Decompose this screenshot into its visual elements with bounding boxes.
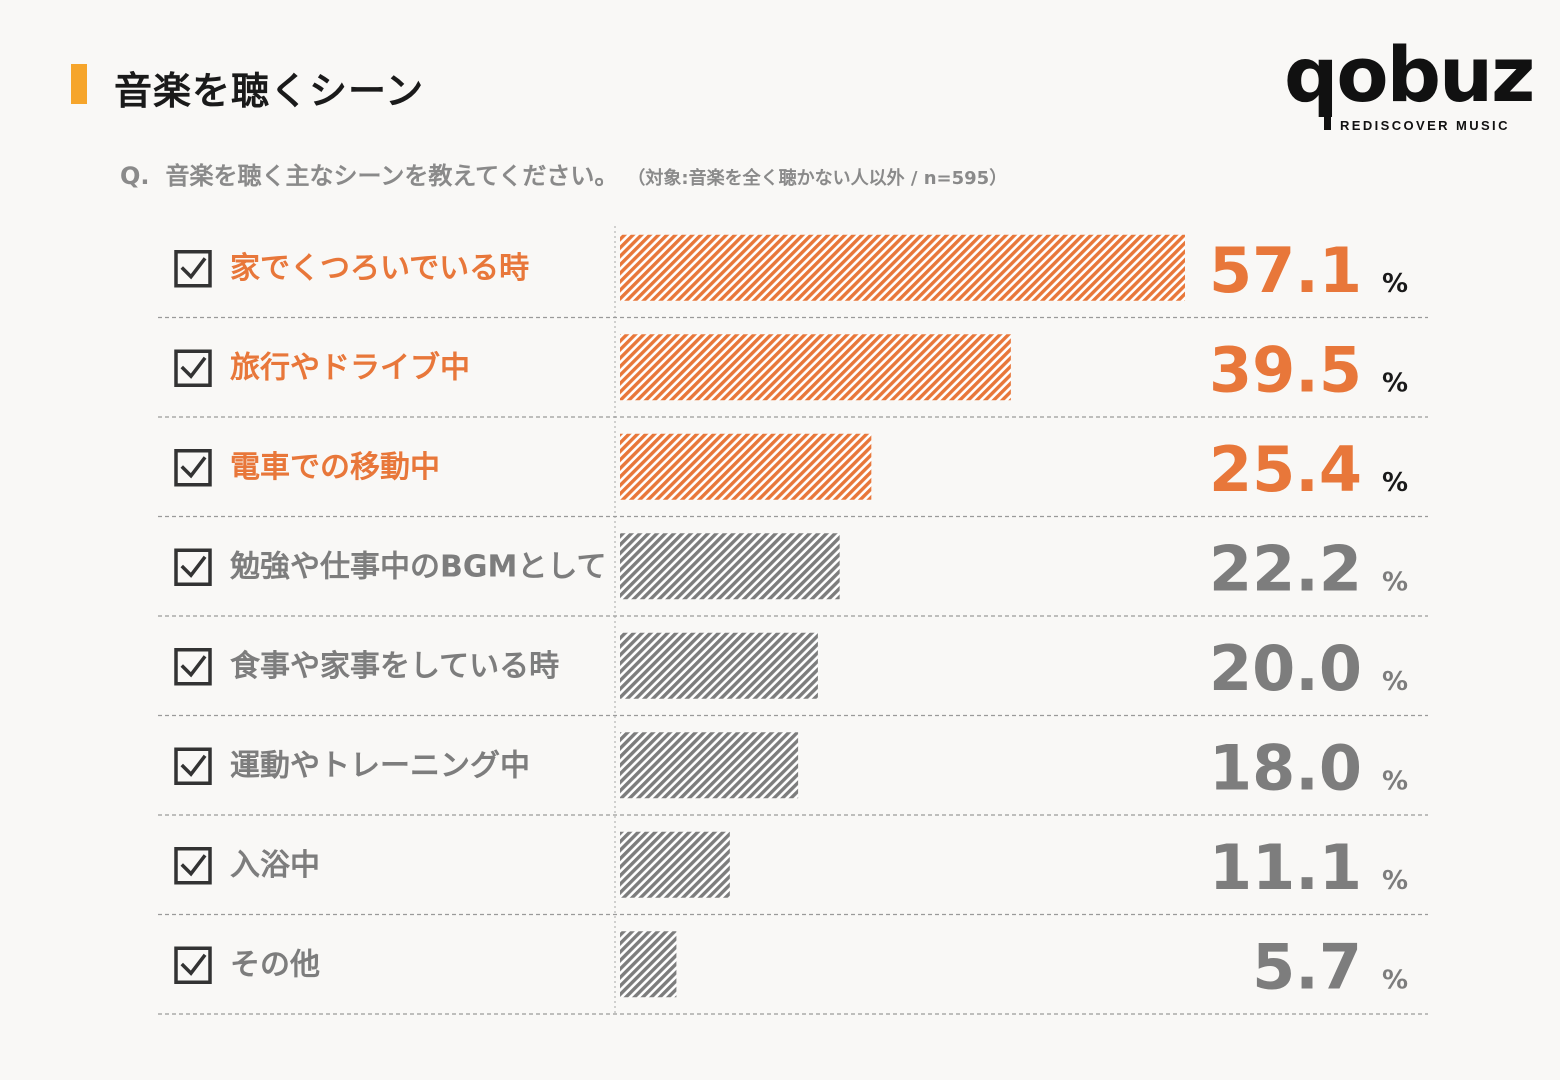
category-label: 勉強や仕事中のBGMとして bbox=[229, 549, 606, 584]
bar bbox=[620, 831, 730, 898]
bar bbox=[620, 334, 1011, 401]
category-label: その他 bbox=[230, 947, 320, 982]
checkbox-icon bbox=[174, 747, 212, 785]
checkbox-icon bbox=[174, 847, 212, 885]
category-label: 家でくつろいでいる時 bbox=[230, 251, 529, 286]
question-prefix: Q. bbox=[120, 162, 150, 190]
bar bbox=[620, 632, 818, 699]
logo-stem bbox=[1324, 94, 1331, 130]
value-label: 18.0 bbox=[1209, 731, 1362, 804]
value-label: 11.1 bbox=[1209, 831, 1362, 904]
survey-question: Q. 音楽を聴く主なシーンを教えてください。 （対象:音楽を全く聴かない人以外 / … bbox=[120, 156, 1007, 191]
logo-tagline: REDISCOVER MUSIC bbox=[1340, 118, 1510, 133]
unit-label: % bbox=[1382, 965, 1408, 995]
checkbox-icon bbox=[174, 250, 212, 288]
bar bbox=[620, 433, 872, 500]
category-label: 旅行やドライブ中 bbox=[230, 350, 470, 385]
value-label: 39.5 bbox=[1209, 333, 1362, 406]
unit-label: % bbox=[1382, 766, 1408, 796]
bar bbox=[620, 732, 799, 799]
value-label: 20.0 bbox=[1209, 632, 1362, 705]
bar bbox=[620, 931, 677, 998]
checkbox-icon bbox=[174, 946, 212, 984]
category-label: 食事や家事をしている時 bbox=[230, 649, 559, 684]
question-text: 音楽を聴く主なシーンを教えてください。 bbox=[165, 162, 619, 190]
value-label: 25.4 bbox=[1209, 433, 1362, 506]
value-label: 57.1 bbox=[1209, 234, 1362, 307]
unit-label: % bbox=[1382, 567, 1408, 597]
category-label: 運動やトレーニング中 bbox=[230, 748, 530, 783]
question-note: （対象:音楽を全く聴かない人以外 / n=595） bbox=[636, 168, 1008, 189]
qobuz-logo: qobuz REDISCOVER MUSIC bbox=[1284, 30, 1535, 136]
unit-label: % bbox=[1382, 468, 1408, 498]
value-label: 5.7 bbox=[1252, 930, 1362, 1003]
unit-label: % bbox=[1382, 269, 1408, 299]
unit-label: % bbox=[1382, 368, 1408, 398]
bar bbox=[620, 533, 840, 600]
category-label: 電車での移動中 bbox=[230, 450, 440, 485]
checkbox-icon bbox=[174, 548, 212, 586]
unit-label: % bbox=[1382, 866, 1408, 896]
title-accent-bar bbox=[71, 64, 87, 104]
value-label: 22.2 bbox=[1209, 532, 1362, 605]
checkbox-icon bbox=[174, 349, 212, 387]
unit-label: % bbox=[1382, 667, 1408, 697]
bar bbox=[620, 234, 1185, 301]
page-title: 音楽を聴くシーン bbox=[114, 69, 425, 113]
category-label: 入浴中 bbox=[230, 848, 320, 883]
checkbox-icon bbox=[174, 648, 212, 686]
checkbox-icon bbox=[174, 449, 212, 487]
